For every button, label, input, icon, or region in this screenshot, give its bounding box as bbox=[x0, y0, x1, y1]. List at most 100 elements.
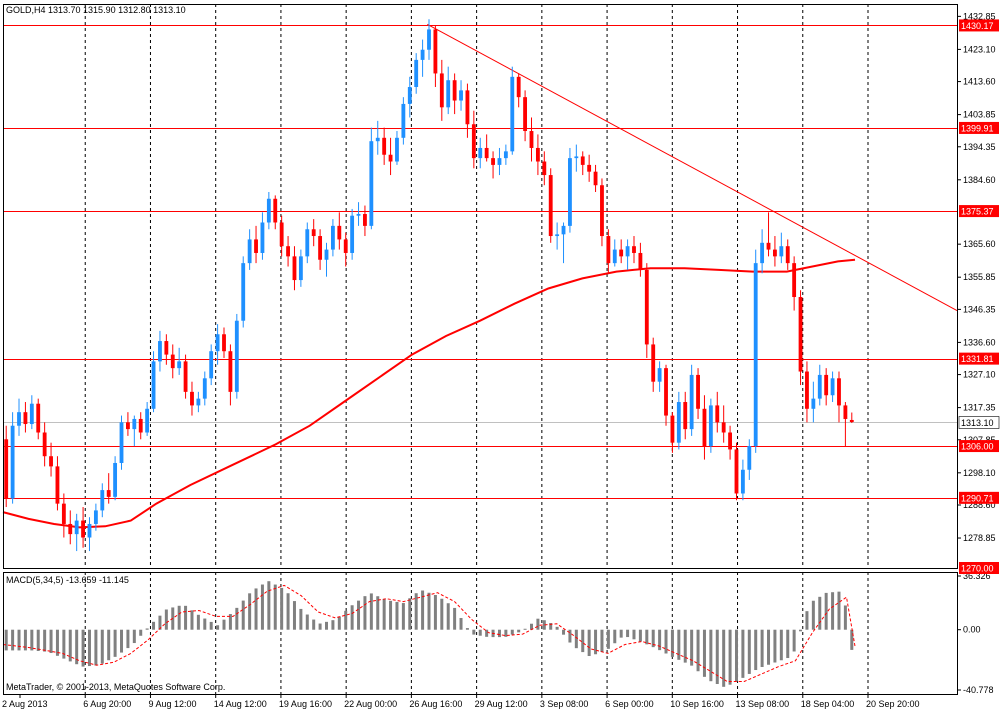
current-price-tag bbox=[958, 416, 1000, 429]
candle-body bbox=[644, 269, 649, 345]
candle-body bbox=[785, 246, 790, 264]
macd-histogram-bar bbox=[337, 616, 341, 630]
macd-histogram-bar bbox=[81, 629, 85, 667]
macd-histogram-bar bbox=[574, 629, 578, 649]
macd-tick-label: 0.00 bbox=[963, 625, 981, 635]
candle-body bbox=[683, 402, 688, 430]
candle-body bbox=[414, 59, 419, 87]
macd-histogram-bar bbox=[478, 629, 482, 636]
candle-body bbox=[190, 391, 194, 406]
candle-body bbox=[151, 361, 156, 409]
candle-body bbox=[837, 378, 841, 406]
macd-histogram-bar bbox=[799, 629, 803, 632]
x-tick-label: 19 Aug 16:00 bbox=[279, 699, 332, 709]
candle-body bbox=[574, 156, 579, 159]
moving-average-line bbox=[2, 258, 856, 529]
macd-histogram-bar bbox=[587, 629, 591, 657]
macd-histogram-bar bbox=[369, 593, 373, 630]
macd-histogram-bar bbox=[4, 629, 8, 651]
candle-body bbox=[17, 412, 21, 426]
x-tick-label: 6 Sep 00:00 bbox=[605, 699, 654, 709]
y-tick-label: 1403.85 bbox=[963, 110, 996, 120]
macd-histogram-bar bbox=[626, 629, 630, 638]
candle-body bbox=[4, 439, 9, 499]
macd-histogram-bar bbox=[241, 600, 245, 630]
macd-histogram-bar bbox=[145, 628, 149, 630]
candle-body bbox=[670, 415, 675, 443]
x-tick-label: 18 Sep 04:00 bbox=[801, 699, 855, 709]
macd-histogram-bar bbox=[152, 621, 156, 630]
candles-layer bbox=[4, 19, 854, 552]
y-tick-label: 1365.60 bbox=[963, 239, 996, 249]
macd-histogram-bar bbox=[363, 596, 367, 630]
x-tick-label: 6 Aug 20:00 bbox=[83, 699, 131, 709]
macd-histogram-bar bbox=[158, 615, 162, 630]
macd-histogram-bar bbox=[440, 598, 444, 630]
candle-body bbox=[580, 156, 585, 165]
main-panel-border bbox=[3, 4, 958, 569]
candle-body bbox=[478, 147, 483, 159]
candle-body bbox=[612, 249, 617, 264]
candle-body bbox=[817, 374, 822, 399]
candle-body bbox=[61, 503, 66, 524]
candle-body bbox=[708, 405, 713, 447]
macd-histogram-bar bbox=[517, 629, 521, 633]
candle-body bbox=[427, 29, 431, 50]
candle-body bbox=[824, 374, 829, 396]
x-tick-label: 2 Aug 2013 bbox=[2, 699, 48, 709]
candle-body bbox=[446, 80, 451, 108]
x-tick-label: 9 Aug 12:00 bbox=[148, 699, 196, 709]
macd-histogram-bar bbox=[68, 629, 72, 662]
level-tag-label: 1331.81 bbox=[961, 354, 994, 364]
macd-histogram-bar bbox=[549, 623, 553, 630]
macd-histogram-bar bbox=[651, 629, 655, 648]
candle-body bbox=[330, 225, 335, 250]
macd-histogram-bar bbox=[446, 603, 450, 630]
macd-histogram-bar bbox=[767, 629, 771, 665]
candle-body bbox=[721, 422, 726, 433]
candle-body bbox=[433, 29, 438, 74]
candle-body bbox=[68, 523, 73, 535]
candle-body bbox=[535, 147, 540, 162]
macd-histogram-bar bbox=[453, 607, 457, 630]
candle-body bbox=[273, 198, 278, 223]
candle-body bbox=[773, 249, 777, 257]
macd-histogram-bar bbox=[228, 614, 232, 630]
candle-body bbox=[753, 263, 758, 447]
candle-body bbox=[632, 246, 636, 253]
x-tick-label: 29 Aug 12:00 bbox=[475, 699, 528, 709]
candle-body bbox=[510, 76, 515, 152]
macd-histogram-bar bbox=[754, 629, 758, 671]
candle-body bbox=[29, 403, 34, 425]
candle-body bbox=[305, 229, 310, 257]
macd-layer bbox=[2, 581, 856, 687]
macd-histogram-bar bbox=[17, 629, 21, 651]
candle-body bbox=[388, 154, 393, 162]
macd-histogram-bar bbox=[497, 629, 501, 638]
macd-histogram-bar bbox=[683, 629, 687, 663]
x-tick-label: 13 Sep 08:00 bbox=[736, 699, 790, 709]
level-tag bbox=[959, 205, 999, 218]
candle-body bbox=[439, 73, 444, 108]
y-tick-label: 1355.85 bbox=[963, 272, 996, 282]
macd-histogram-bar bbox=[715, 629, 719, 685]
candle-body bbox=[55, 466, 60, 504]
macd-histogram-bar bbox=[414, 593, 418, 630]
candle-body bbox=[382, 137, 387, 155]
macd-histogram-bar bbox=[555, 626, 559, 630]
candle-body bbox=[651, 344, 656, 382]
level-tag-label: 1375.37 bbox=[961, 207, 994, 217]
candle-body bbox=[279, 222, 284, 247]
candle-body bbox=[811, 398, 816, 409]
macd-histogram-bar bbox=[779, 629, 783, 661]
macd-histogram-bar bbox=[36, 629, 40, 651]
candle-body bbox=[529, 131, 534, 148]
candle-body bbox=[145, 408, 150, 433]
candle-body bbox=[503, 151, 508, 159]
candle-body bbox=[228, 351, 233, 392]
macd-histogram-bar bbox=[638, 629, 642, 642]
macd-histogram-bar bbox=[318, 623, 322, 630]
candle-body bbox=[81, 520, 85, 538]
candle-body bbox=[568, 158, 572, 226]
